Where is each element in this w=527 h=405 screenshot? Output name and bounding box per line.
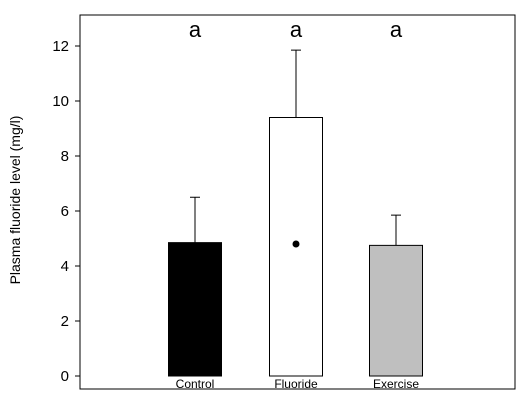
y-tick-label: 4 xyxy=(61,258,69,275)
significance-label: a xyxy=(290,17,303,42)
bar-exercise xyxy=(369,244,423,377)
y-tick-label: 8 xyxy=(61,148,69,165)
y-tick-label: 6 xyxy=(61,203,69,220)
x-tick-label: Fluoride xyxy=(274,377,318,391)
significance-label: a xyxy=(390,17,403,42)
x-tick-label: Control xyxy=(176,377,215,391)
category-labels: Control Fluoride Exercise xyxy=(176,377,420,391)
y-tick-label: 0 xyxy=(61,368,69,385)
y-tick-label: 12 xyxy=(52,38,69,55)
bars-group xyxy=(168,49,423,377)
significance-label: a xyxy=(189,17,202,42)
y-tick-label: 10 xyxy=(52,93,69,110)
y-tick-label: 2 xyxy=(61,313,69,330)
y-axis: 0 2 4 6 8 10 12 xyxy=(52,38,80,385)
x-tick-label: Exercise xyxy=(373,377,419,391)
point-marker xyxy=(292,240,300,248)
y-axis-title: Plasma fluoride level (mg/l) xyxy=(7,116,23,285)
plot-frame xyxy=(79,14,516,390)
bar-control xyxy=(168,242,222,377)
